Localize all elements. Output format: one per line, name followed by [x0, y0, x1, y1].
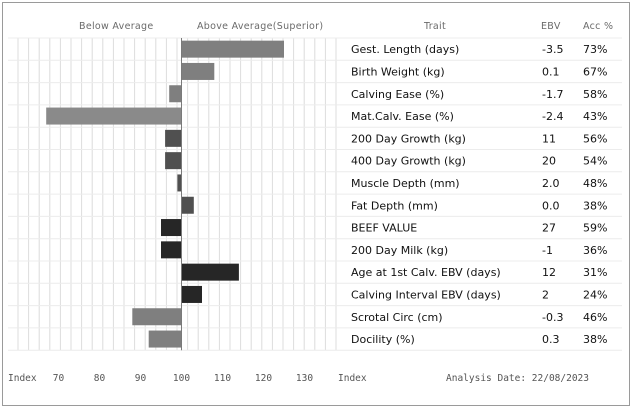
x-axis-label-left: Index [8, 373, 37, 384]
index-bar [182, 264, 239, 281]
index-bar [46, 108, 181, 125]
trait-label: Gest. Length (days) [351, 43, 459, 56]
ebv-value: 27 [542, 222, 556, 235]
ebv-value: 2.0 [542, 177, 560, 190]
x-axis-label-right: Index [338, 373, 367, 384]
index-bar [165, 130, 181, 147]
ebv-value: -2.4 [542, 110, 563, 123]
acc-value: 56% [583, 132, 607, 145]
trait-label: Calving Interval EBV (days) [351, 288, 501, 301]
trait-label: Scrotal Circ (cm) [351, 311, 443, 324]
trait-label: Birth Weight (kg) [351, 65, 445, 78]
acc-value: 73% [583, 43, 607, 56]
acc-value: 36% [583, 244, 607, 257]
x-tick-label: 110 [214, 373, 231, 384]
ebv-value: 11 [542, 132, 556, 145]
trait-label: Fat Depth (mm) [351, 199, 438, 212]
x-tick-label: 100 [173, 373, 190, 384]
analysis-date: Analysis Date: 22/08/2023 [446, 373, 589, 384]
trait-label: Calving Ease (%) [351, 88, 444, 101]
index-bar [149, 331, 182, 348]
trait-label: BEEF VALUE [351, 222, 417, 235]
trait-label: Mat.Calv. Ease (%) [351, 110, 454, 123]
index-bar [161, 241, 182, 258]
header-above-average: Above Average(Superior) [197, 21, 323, 32]
index-bar [161, 219, 182, 236]
index-bar [165, 152, 181, 169]
acc-value: 24% [583, 288, 607, 301]
ebv-value: 2 [542, 288, 549, 301]
index-bar [182, 63, 215, 80]
acc-value: 59% [583, 222, 607, 235]
ebv-value: -1.7 [542, 88, 563, 101]
trait-label: 200 Day Milk (kg) [351, 244, 448, 257]
trait-label: Docility (%) [351, 333, 415, 346]
trait-label: 400 Day Growth (kg) [351, 155, 466, 168]
index-bar [182, 197, 194, 214]
acc-value: 67% [583, 65, 607, 78]
ebv-value: 0.3 [542, 333, 560, 346]
trait-label: Age at 1st Calv. EBV (days) [351, 266, 501, 279]
index-bar [182, 286, 203, 303]
x-tick-label: 130 [296, 373, 313, 384]
ebv-value: 0.1 [542, 65, 560, 78]
ebv-value: -3.5 [542, 43, 563, 56]
trait-label: Muscle Depth (mm) [351, 177, 460, 190]
x-tick-label: 120 [255, 373, 272, 384]
index-bar [177, 174, 181, 191]
header-ebv: EBV [541, 21, 561, 32]
acc-value: 46% [583, 311, 607, 324]
index-bar [182, 41, 285, 58]
index-bar [132, 308, 181, 325]
ebv-value: -1 [542, 244, 553, 257]
ebv-value: -0.3 [542, 311, 563, 324]
x-tick-label: 70 [53, 373, 65, 384]
header-trait: Trait [423, 21, 446, 32]
header-acc: Acc % [583, 21, 613, 32]
x-tick-label: 90 [135, 373, 147, 384]
x-axis-ticks: 70 80 90 100 110 120 130 [53, 373, 314, 384]
header-below-average: Below Average [79, 21, 154, 32]
ebv-value: 0.0 [542, 199, 560, 212]
acc-value: 58% [583, 88, 607, 101]
x-tick-label: 80 [94, 373, 106, 384]
trait-label: 200 Day Growth (kg) [351, 132, 466, 145]
ebv-value: 12 [542, 266, 556, 279]
ebv-value: 20 [542, 155, 556, 168]
acc-value: 31% [583, 266, 607, 279]
acc-value: 43% [583, 110, 607, 123]
acc-value: 54% [583, 155, 607, 168]
acc-value: 48% [583, 177, 607, 190]
acc-value: 38% [583, 199, 607, 212]
index-bar [169, 85, 181, 102]
acc-value: 38% [583, 333, 607, 346]
